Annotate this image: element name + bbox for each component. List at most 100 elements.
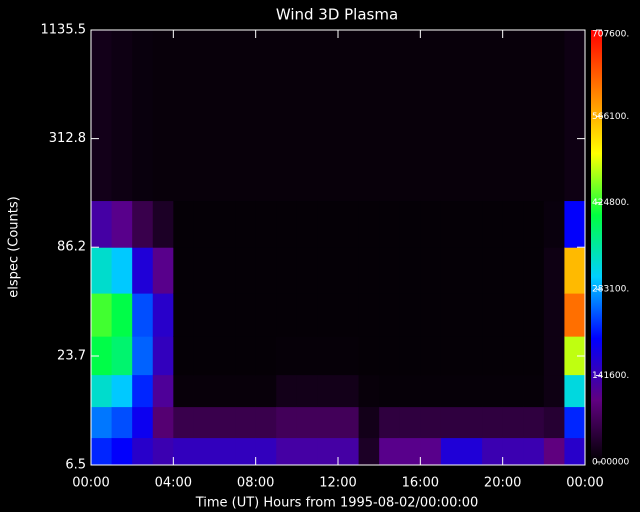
heatmap-cell [543,200,565,248]
heatmap-cell [399,437,421,466]
heatmap-cell [255,336,277,376]
x-tick-label: 12:00 [319,476,356,491]
heatmap-cell [91,30,113,202]
colorbar-tick-label: 566100. [592,112,629,122]
heatmap-cell [317,374,339,408]
heatmap-cell [214,336,236,376]
heatmap-cell [235,200,257,248]
heatmap-cell [543,247,565,294]
heatmap-cell [276,336,298,376]
heatmap-cell [235,374,257,408]
heatmap-cell [440,247,462,294]
heatmap-cell [214,200,236,248]
heatmap-cell [235,437,257,466]
heatmap-cell [338,406,360,439]
heatmap-cell [132,247,154,294]
heatmap-cell [379,30,401,202]
heatmap-cell [399,247,421,294]
heatmap-cell [214,293,236,337]
heatmap-cell [173,406,195,439]
heatmap-cell [296,247,318,294]
heatmap-cell [564,200,586,248]
heatmap-cell [358,247,380,294]
heatmap-cell [523,437,545,466]
heatmap-cell [235,406,257,439]
heatmap-cell [440,200,462,248]
heatmap-cell [564,30,586,202]
heatmap-cell [255,406,277,439]
heatmap-cell [502,200,524,248]
heatmap-cell [91,406,113,439]
heatmap-cell [152,406,174,439]
heatmap-cell [440,336,462,376]
colorbar [591,30,602,462]
heatmap-cell [358,437,380,466]
heatmap-cell [255,437,277,466]
heatmap-cell [235,247,257,294]
heatmap-cell [482,437,504,466]
heatmap-cell [543,374,565,408]
heatmap-cell [91,200,113,248]
colorbar-tick-label: 0.00000 [592,458,629,468]
heatmap-cell [214,374,236,408]
colorbar-tick-label: 424800. [592,198,629,208]
heatmap-cell [358,336,380,376]
heatmap-cell [132,437,154,466]
heatmap-cell [564,336,586,376]
heatmap-cell [255,247,277,294]
heatmap-cell [482,30,504,202]
heatmap-cell [317,437,339,466]
x-tick-label: 00:00 [72,476,109,491]
colorbar-tick-label: 141600. [592,371,629,381]
heatmap-cell [91,336,113,376]
heatmap-cell [214,30,236,202]
heatmap-cell [502,437,524,466]
heatmap-cell [358,374,380,408]
heatmap-cell [502,293,524,337]
x-tick-label: 04:00 [155,476,192,491]
heatmap-cell [420,437,442,466]
heatmap-cell [152,247,174,294]
heatmap-cell [502,30,524,202]
y-tick-label: 6.5 [65,458,86,473]
heatmap-cell [296,406,318,439]
heatmap-cell [379,200,401,248]
heatmap-cell [564,374,586,408]
heatmap-cell [91,293,113,337]
heatmap-cell [132,293,154,337]
heatmap-cell [255,293,277,337]
heatmap-cell [152,30,174,202]
heatmap-cell [317,336,339,376]
heatmap-cell [440,30,462,202]
heatmap-cell [543,336,565,376]
heatmap-cell [173,336,195,376]
x-axis-label: Time (UT) Hours from 1995-08-02/00:00:00 [195,496,479,511]
heatmap-cell [399,336,421,376]
heatmap-cell [420,336,442,376]
heatmap-cell [111,247,133,294]
heatmap-cell [276,247,298,294]
heatmap-cell [111,374,133,408]
heatmap-cell [317,200,339,248]
heatmap-cell [111,336,133,376]
heatmap-cell [358,406,380,439]
heatmap-cell [338,293,360,337]
heatmap-cell [482,293,504,337]
heatmap-cell [338,30,360,202]
heatmap-cell [255,30,277,202]
heatmap-cell [91,247,113,294]
heatmap-cell [399,200,421,248]
heatmap-cell [564,406,586,439]
y-tick-label: 86.2 [57,240,86,255]
heatmap-cell [379,406,401,439]
heatmap-cell [173,437,195,466]
colorbar-tick-label: 283100. [592,285,629,295]
heatmap-cell [193,336,215,376]
heatmap-cell [543,293,565,337]
heatmap-cell [338,437,360,466]
heatmap-cell [440,293,462,337]
heatmap-cell [111,437,133,466]
heatmap-cell [214,437,236,466]
heatmap-cell [193,200,215,248]
